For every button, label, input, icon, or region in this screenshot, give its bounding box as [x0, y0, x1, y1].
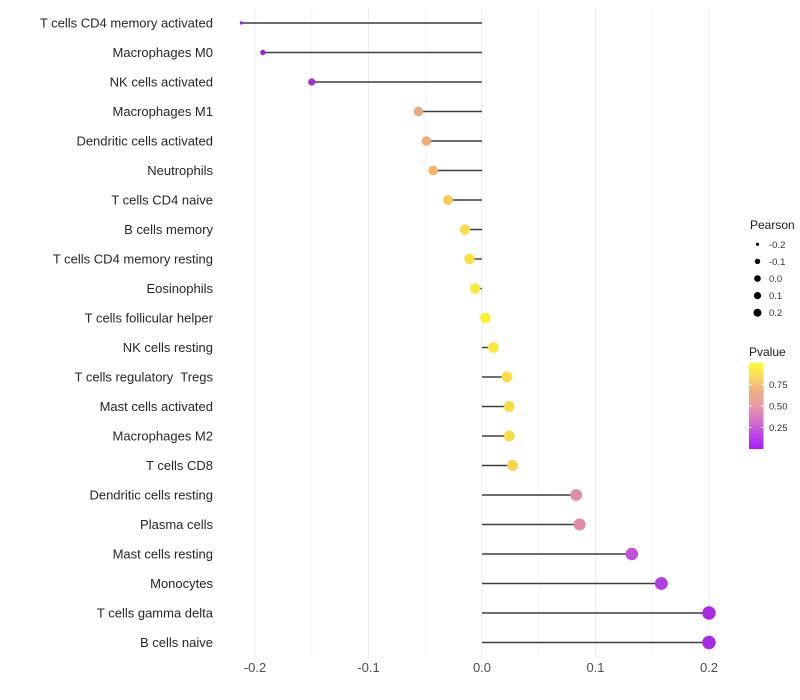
category-label: T cells follicular helper: [85, 311, 214, 326]
lollipop-dot: [488, 342, 499, 353]
lollipop-dot: [260, 49, 266, 56]
legend-pvalue-label: 0.25: [769, 423, 788, 434]
lollipop-dot: [469, 283, 481, 294]
lollipop-dot: [507, 460, 519, 471]
legend-size-dot: [754, 275, 761, 282]
category-label: Neutrophils: [147, 163, 213, 178]
category-label: T cells CD8: [146, 458, 213, 473]
legend-layer: Pearson -0.2 -0.1 0.0 0.1 0.2 Pvalue 0.75 0.50 0.…: [749, 218, 795, 449]
legend-pearson-title: Pearson: [750, 218, 795, 232]
lollipop-dot: [421, 136, 432, 146]
lollipop-dot: [428, 165, 439, 176]
dots-layer: [239, 21, 716, 650]
lollipop-dot: [702, 606, 716, 620]
category-label: B cells naive: [140, 635, 213, 650]
category-label: T cells regulatory Tregs: [75, 370, 214, 385]
lollipop-dot: [308, 78, 316, 86]
category-label: Dendritic cells resting: [89, 488, 213, 503]
x-tick-label: 0.0: [473, 660, 491, 675]
gridlines-layer: [254, 8, 710, 657]
x-tick-label: -0.1: [357, 660, 379, 675]
lollipop-dot: [702, 635, 716, 650]
category-label: Macrophages M1: [113, 104, 213, 119]
legend-size-dot: [753, 308, 762, 317]
x-tick-label: -0.2: [244, 660, 266, 675]
legend-pvalue-label: 0.75: [769, 380, 788, 391]
category-label: NK cells activated: [110, 75, 213, 90]
lollipop-dot: [239, 21, 243, 25]
category-label: Eosinophils: [147, 281, 214, 296]
x-tick-label: 0.2: [700, 660, 718, 675]
category-label: T cells CD4 memory activated: [40, 16, 213, 31]
category-label: Mast cells activated: [100, 399, 213, 414]
legend-size-dot: [753, 292, 762, 300]
legend-size-dot: [755, 242, 760, 246]
legend-size-dot: [754, 258, 761, 265]
category-label: Dendritic cells activated: [76, 134, 213, 149]
legend-pvalue-title: Pvalue: [749, 345, 786, 359]
lollipop-dot: [625, 547, 639, 561]
lollipop-dot: [570, 489, 583, 501]
x-tick-label: 0.1: [586, 660, 604, 675]
legend-pvalue-gradient-bar: [749, 363, 764, 449]
lollipop-dot: [413, 106, 424, 117]
legend-size-label: 0.1: [769, 291, 782, 302]
lollipop-dot: [464, 253, 475, 265]
lollipop-dot: [442, 195, 453, 205]
category-label: T cells CD4 memory resting: [53, 252, 213, 267]
lollipop-dot: [503, 430, 515, 442]
category-label: Macrophages M2: [113, 429, 213, 444]
lollipop-dot: [573, 518, 586, 531]
category-label: T cells CD4 naive: [111, 193, 213, 208]
category-labels-layer: T cells CD4 memory activated Macrophages …: [40, 16, 214, 651]
x-axis-layer: -0.2 -0.1 0.0 0.1 0.2: [244, 660, 718, 675]
lollipop-dot: [459, 224, 471, 235]
lollipop-dot: [501, 371, 513, 383]
lollipop-dot: [654, 577, 668, 590]
category-label: NK cells resting: [123, 340, 213, 355]
category-label: B cells memory: [124, 222, 213, 237]
category-label: Plasma cells: [140, 517, 213, 532]
legend-size-label: -0.2: [769, 240, 785, 251]
category-label: T cells gamma delta: [97, 606, 214, 621]
legend-size-label: -0.1: [769, 257, 785, 268]
lollipop-dot: [480, 312, 491, 324]
category-label: Mast cells resting: [113, 547, 213, 562]
legend-size-label: 0.2: [769, 308, 782, 319]
legend-pvalue-label: 0.50: [769, 402, 788, 413]
legend-size-label: 0.0: [769, 274, 782, 285]
category-label: Macrophages M0: [113, 45, 213, 60]
lollipop-dot: [503, 401, 515, 412]
category-label: Monocytes: [150, 576, 213, 591]
